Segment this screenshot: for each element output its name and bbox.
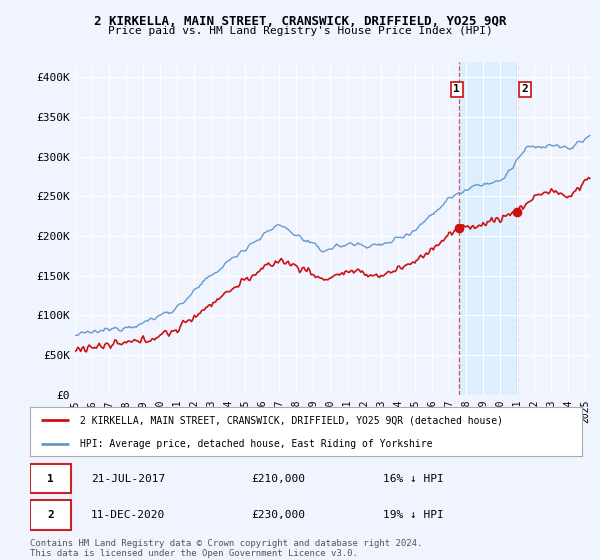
Text: 1: 1 (47, 474, 54, 483)
Text: Contains HM Land Registry data © Crown copyright and database right 2024.
This d: Contains HM Land Registry data © Crown c… (30, 539, 422, 558)
Text: 2: 2 (47, 510, 54, 520)
FancyBboxPatch shape (30, 464, 71, 493)
Text: £230,000: £230,000 (251, 510, 305, 520)
Text: Price paid vs. HM Land Registry's House Price Index (HPI): Price paid vs. HM Land Registry's House … (107, 26, 493, 36)
Text: 19% ↓ HPI: 19% ↓ HPI (383, 510, 444, 520)
Text: 21-JUL-2017: 21-JUL-2017 (91, 474, 165, 483)
Text: 2: 2 (522, 85, 529, 95)
FancyBboxPatch shape (30, 500, 71, 530)
Text: HPI: Average price, detached house, East Riding of Yorkshire: HPI: Average price, detached house, East… (80, 439, 432, 449)
Text: 11-DEC-2020: 11-DEC-2020 (91, 510, 165, 520)
Text: 1: 1 (454, 85, 460, 95)
Text: 2 KIRKELLA, MAIN STREET, CRANSWICK, DRIFFIELD, YO25 9QR (detached house): 2 KIRKELLA, MAIN STREET, CRANSWICK, DRIF… (80, 416, 503, 426)
Text: 16% ↓ HPI: 16% ↓ HPI (383, 474, 444, 483)
Text: 2 KIRKELLA, MAIN STREET, CRANSWICK, DRIFFIELD, YO25 9QR: 2 KIRKELLA, MAIN STREET, CRANSWICK, DRIF… (94, 15, 506, 27)
Bar (458, 62, 517, 395)
Text: £210,000: £210,000 (251, 474, 305, 483)
